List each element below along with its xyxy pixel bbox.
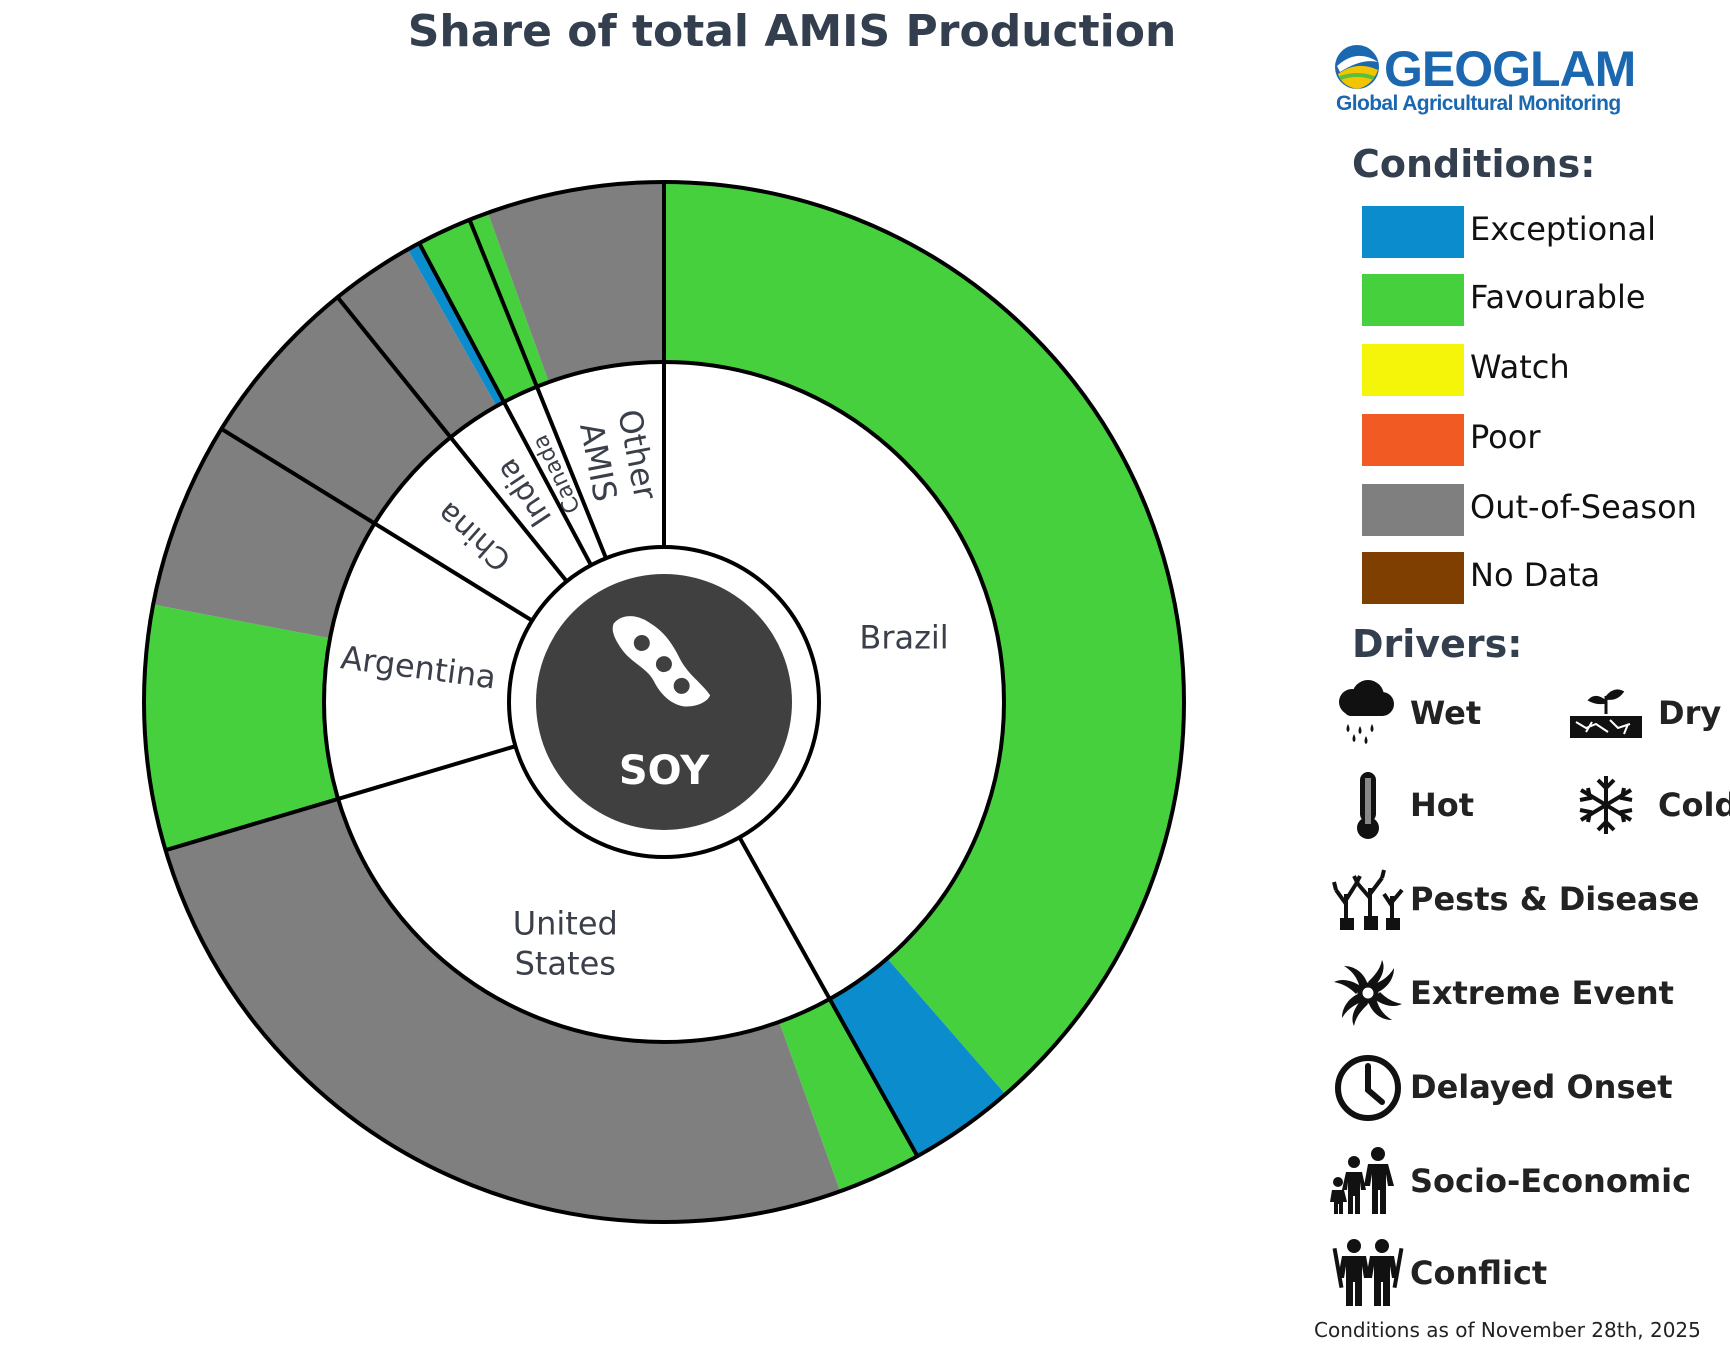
middle-ring-outline [322,360,1006,1044]
outer-segment-argentina-favourable [143,604,339,851]
outer-segment-other-amis-favourable [469,212,549,387]
soldiers-icon [1332,1239,1404,1306]
outer-segment-india-out-of-season [337,249,497,438]
clock-icon [1335,1055,1401,1121]
legend-label: No Data [1470,556,1601,594]
legend-swatch-no-data [1362,552,1464,604]
country-separator-other-amis [467,218,608,559]
country-separator-canada [417,242,593,567]
logo-name: GEOGLAM [1384,41,1636,97]
country-label-brazil: Brazil [859,619,948,657]
outer-segment-united-states-favourable [779,998,918,1192]
inner-slice-argentina [323,523,533,799]
outer-segment-argentina-out-of-season [153,428,375,639]
geoglam-logo: GEOGLAM Global Agricultural Monitoring [1332,40,1636,120]
center-disc [536,574,792,830]
outer-segment-brazil-favourable [664,182,1185,1095]
soybean-pod-icon [612,616,711,707]
legend-swatch-favourable [1362,274,1464,326]
driver-label: Dry [1658,694,1722,732]
rain-cloud-icon [1339,680,1394,744]
inner-ring-outline [507,545,821,859]
country-label-united-states: United States [513,904,618,982]
legend-swatch-poor [1362,414,1464,466]
inner-slice-china [374,437,567,621]
pest-trees-icon [1332,869,1404,930]
drivers-title: Drivers: [1352,622,1523,666]
country-separator-india [336,295,569,583]
legend-label: Poor [1470,418,1541,456]
logo-tagline: Global Agricultural Monitoring [1336,92,1621,115]
driver-label: Extreme Event [1410,974,1674,1012]
thermometer-icon [1357,772,1379,839]
outer-segment-united-states-out-of-season [165,798,841,1222]
driver-label: Hot [1410,786,1475,824]
outer-segment-brazil-exceptional [829,958,1006,1157]
legend-swatch-out-of-season [1362,484,1464,536]
inner-slice-india [450,402,592,582]
dry-soil-icon [1570,689,1642,738]
legend-label: Favourable [1470,278,1646,316]
conditions-title: Conditions: [1352,142,1596,186]
outer-ring-outline [142,180,1186,1224]
legend-label: Exceptional [1470,210,1656,248]
driver-label: Pests & Disease [1410,880,1700,918]
inner-slice-brazil [664,362,1005,999]
legend-swatch-exceptional [1362,206,1464,258]
hurricane-icon [1334,960,1402,1026]
snowflake-icon [1579,776,1633,834]
driver-label: Delayed Onset [1410,1068,1673,1106]
chart-title: Share of total AMIS Production [407,6,1177,57]
outer-segment-india-exceptional [407,243,504,407]
outer-segment-other-amis-out-of-season [487,182,664,383]
driver-label: Wet [1410,694,1482,732]
outer-segment-canada-favourable [419,219,537,403]
driver-label: Socio-Economic [1410,1162,1692,1200]
country-separator-united-states [737,836,920,1158]
legend-label: Watch [1470,348,1570,386]
country-separator-china [220,427,534,623]
center-label: SOY [619,748,710,794]
inner-slice-other-amis [536,362,664,559]
driver-label: Conflict [1410,1254,1548,1292]
geoglam-globe-icon [1335,45,1379,89]
legend-label: Out-of-Season [1470,488,1697,526]
legend-swatch-watch [1362,344,1464,396]
driver-label: Cold [1658,786,1730,824]
country-separator-argentina [164,744,516,853]
inner-slice-canada [503,386,607,566]
family-icon [1330,1147,1394,1214]
conditions-date-note: Conditions as of November 28th, 2025 [1314,1318,1701,1342]
inner-slice-united-states [338,746,830,1042]
